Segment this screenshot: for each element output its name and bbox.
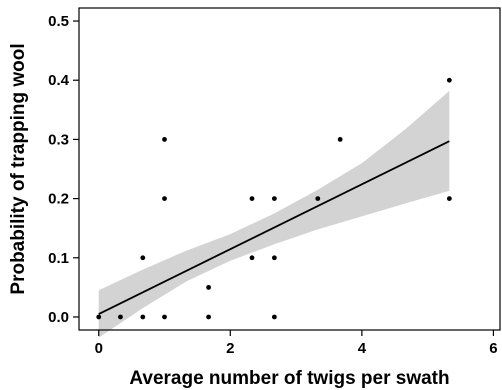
y-tick-label: 0.1 xyxy=(48,250,69,267)
data-point xyxy=(96,314,102,320)
data-point xyxy=(118,314,123,320)
fit-line-layer xyxy=(98,140,450,315)
data-point xyxy=(206,284,211,290)
data-point xyxy=(249,196,255,201)
data-point xyxy=(337,137,343,142)
y-tick-label: 0.3 xyxy=(48,131,69,148)
data-point xyxy=(446,196,452,201)
data-point xyxy=(271,196,277,201)
data-point xyxy=(162,314,167,320)
y-tick-label: 0.2 xyxy=(48,191,69,208)
data-points-layer xyxy=(96,77,452,320)
plot-frame xyxy=(78,7,501,331)
x-tick-label: 2 xyxy=(226,340,234,357)
x-tick-label: 4 xyxy=(358,340,367,357)
data-point xyxy=(140,255,146,261)
confidence-band xyxy=(98,90,450,338)
data-point xyxy=(315,196,321,201)
ticks-layer: 0 2 4 6 0.0 0.1 0.2 0.3 0.4 0.5 xyxy=(48,13,497,357)
axes-layer xyxy=(78,7,501,331)
y-tick-label: 0.0 xyxy=(48,309,69,326)
data-point xyxy=(249,255,255,261)
regression-line xyxy=(98,140,450,315)
x-axis-title: Average number of twigs per swath xyxy=(129,368,449,389)
x-tick-label: 0 xyxy=(95,340,103,357)
confidence-band-layer xyxy=(98,90,450,338)
y-axis-title: Probability of trapping wool xyxy=(8,43,29,294)
y-tick-label: 0.4 xyxy=(48,72,70,89)
data-point xyxy=(162,137,167,142)
data-point xyxy=(271,255,277,261)
data-point xyxy=(140,314,146,320)
data-point xyxy=(162,196,167,201)
data-point xyxy=(206,314,211,320)
y-tick-label: 0.5 xyxy=(48,13,69,30)
data-point xyxy=(446,77,452,83)
data-point xyxy=(271,314,277,320)
x-tick-label: 6 xyxy=(489,340,497,357)
